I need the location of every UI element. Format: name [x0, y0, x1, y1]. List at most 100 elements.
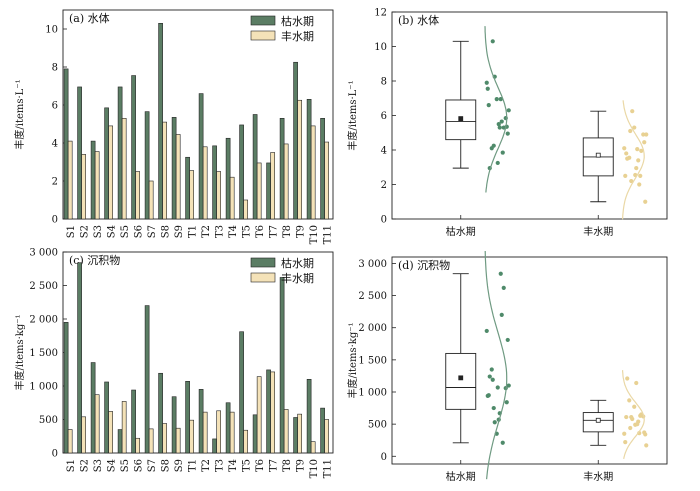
data-point: [624, 151, 629, 156]
y-tick-label: 3 000: [29, 248, 58, 259]
density-curve: [622, 370, 645, 460]
y-tick-label: 2 000: [358, 323, 387, 334]
mean-marker: [595, 417, 601, 423]
y-tick-label: 6: [52, 101, 58, 112]
data-point: [485, 86, 490, 91]
data-point: [496, 122, 501, 127]
bar: [94, 151, 100, 220]
x-tick-label: T11: [322, 459, 333, 478]
x-tick-label: S3: [93, 459, 104, 472]
x-tick-label: S5: [120, 225, 131, 238]
data-point: [501, 285, 506, 290]
bar: [67, 429, 73, 454]
x-tick-label: 丰水期: [583, 470, 613, 483]
bar: [198, 389, 204, 454]
bar: [121, 401, 127, 454]
data-point: [638, 173, 643, 178]
data-point: [630, 109, 635, 114]
bar: [90, 362, 96, 454]
bar: [158, 22, 163, 220]
data-point: [622, 146, 627, 151]
data-point: [505, 131, 510, 136]
bar: [162, 423, 167, 454]
x-tick-label: T9: [295, 225, 306, 238]
x-tick-label: T3: [214, 225, 225, 238]
data-point: [630, 416, 635, 422]
bar: [185, 381, 190, 454]
x-tick-label: S8: [160, 225, 171, 238]
bar: [90, 140, 96, 220]
data-point: [629, 178, 634, 184]
bar: [229, 411, 235, 454]
bar: [270, 371, 275, 454]
x-tick-label: T5: [241, 459, 252, 472]
bar: [67, 140, 73, 220]
data-point: [506, 108, 511, 113]
bar: [229, 176, 235, 220]
legend-label: 丰水期: [281, 272, 314, 285]
y-tick-label: 1 000: [358, 388, 387, 399]
legend-swatch: [250, 272, 276, 283]
bar: [306, 378, 312, 454]
y-tick-label: 0: [381, 215, 387, 226]
x-tick-label: S6: [133, 225, 144, 238]
y-tick-label: 1 500: [29, 348, 58, 359]
y-tick-label: 3 000: [358, 259, 387, 270]
y-tick-label: 6: [381, 111, 387, 122]
x-tick-label: S2: [79, 459, 90, 472]
x-tick-label: S9: [174, 459, 185, 472]
bar: [131, 389, 136, 454]
y-tick-label: 2 000: [29, 315, 58, 326]
x-tick-label: T9: [295, 459, 306, 472]
y-tick-label: 1 500: [358, 355, 387, 366]
data-point: [489, 367, 494, 372]
bar: [171, 396, 177, 454]
y-axis-label: 丰度/items·kg⁻¹: [13, 314, 26, 390]
data-point: [625, 376, 630, 381]
bar: [324, 419, 329, 454]
data-point: [628, 425, 633, 431]
bar: [144, 111, 150, 220]
x-tick-label: T1: [187, 459, 198, 472]
data-point: [484, 80, 489, 85]
x-tick-label: S7: [147, 225, 158, 238]
bar: [216, 410, 221, 454]
data-point: [635, 147, 640, 152]
y-tick-label: 0: [52, 449, 58, 460]
bar: [256, 162, 262, 220]
bar: [189, 419, 194, 454]
bar: [252, 414, 258, 454]
bar: [306, 99, 312, 220]
x-tick-label: T4: [228, 225, 239, 238]
bar: [117, 429, 123, 454]
panel-label: (c) 沉积物: [69, 253, 120, 267]
bar: [239, 124, 244, 220]
data-point: [635, 422, 640, 427]
data-point: [491, 143, 496, 148]
mean-marker: [458, 375, 464, 381]
data-point: [636, 158, 641, 163]
bar: [175, 427, 181, 454]
y-tick-label: 8: [52, 63, 58, 74]
x-tick-label: T4: [228, 459, 239, 472]
bar: [310, 125, 316, 220]
data-point: [505, 337, 510, 343]
bar: [293, 61, 298, 220]
bar: [212, 438, 217, 454]
bar: [63, 68, 69, 220]
data-point: [486, 103, 491, 108]
y-tick-label: 2 500: [29, 281, 58, 292]
data-point: [487, 374, 492, 379]
bar: [175, 134, 181, 220]
data-point: [499, 119, 504, 124]
bar: [293, 417, 298, 454]
data-point: [500, 440, 505, 445]
bar: [81, 154, 86, 220]
legend-swatch: [250, 15, 276, 26]
y-axis-label: 丰度/items·L⁻¹: [13, 79, 26, 149]
bar: [283, 143, 289, 220]
panel-label: (d) 沉积物: [398, 258, 450, 272]
bar: [310, 441, 316, 454]
x-tick-label: S4: [106, 225, 117, 238]
